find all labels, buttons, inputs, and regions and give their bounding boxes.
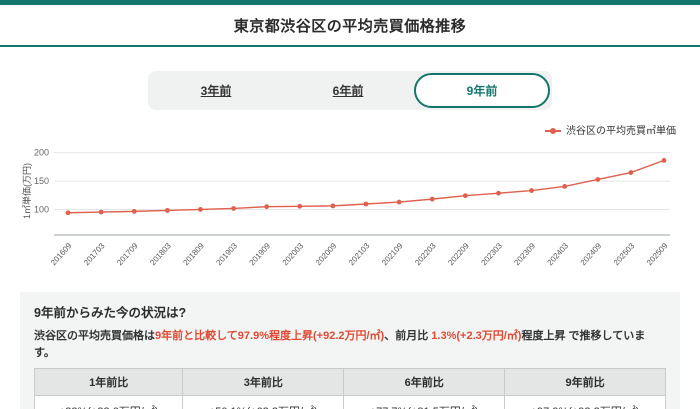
summary-segment: で推移しています。 <box>34 330 646 359</box>
tab-9-years-ago[interactable]: 9年前 <box>414 73 550 108</box>
chart-point <box>429 196 435 202</box>
summary-sentence: 渋谷区の平均売買価格は9年前と比較して97.9%程度上昇(+92.2万円/㎡)、… <box>34 328 666 361</box>
x-tick-label: 202403 <box>546 241 571 267</box>
x-tick-label: 201703 <box>82 241 107 267</box>
x-tick-label: 202409 <box>579 241 604 267</box>
table-header-1yr: 1年前比 <box>33 368 184 396</box>
period-tabs: 3年前 6年前 9年前 <box>148 71 552 110</box>
x-tick-label: 202009 <box>314 241 339 267</box>
legend-line-dot-icon <box>545 128 561 135</box>
chart-point <box>529 188 534 193</box>
chart-point <box>562 184 568 189</box>
comparison-table-body: +22%(+33.6万円/㎡) +50.1%(+62.2万円/㎡) +77.7%… <box>33 395 666 409</box>
table-cell-3yr: +50.1%(+62.2万円/㎡) <box>182 395 345 409</box>
summary-segment: 9年前と比較して <box>155 330 238 342</box>
y-tick-label: 100 <box>34 204 49 214</box>
chart-point <box>396 199 402 205</box>
chart-point <box>595 177 601 182</box>
comparison-table: 1年前比 3年前比 6年前比 9年前比 +22%(+33.6万円/㎡) +50.… <box>33 368 666 409</box>
table-header-row: 1年前比 3年前比 6年前比 9年前比 <box>33 368 666 396</box>
chart-point <box>164 208 170 213</box>
summary-segment: 渋谷区の平均売買価格は <box>34 330 155 342</box>
comparison-table-head: 1年前比 3年前比 6年前比 9年前比 <box>33 368 666 396</box>
x-tick-label: 201609 <box>49 241 74 267</box>
chart-point <box>496 190 501 196</box>
table-cell-9yr: +97.9%(+92.2万円/㎡) <box>504 395 666 409</box>
x-tick-label: 202509 <box>645 241 670 267</box>
table-value-row: +22%(+33.6万円/㎡) +50.1%(+62.2万円/㎡) +77.7%… <box>33 395 666 409</box>
x-tick-label: 201803 <box>148 241 173 267</box>
page-title: 東京都渋谷区の平均売買価格推移 <box>233 18 467 35</box>
x-tick-label: 201709 <box>115 241 140 267</box>
tab-6-years-ago[interactable]: 6年前 <box>282 73 414 108</box>
table-header-6yr: 6年前比 <box>343 368 506 396</box>
top-accent-bar <box>0 0 700 5</box>
chart-point <box>198 207 203 212</box>
table-header-3yr: 3年前比 <box>182 368 345 396</box>
x-tick-label: 201809 <box>181 241 206 267</box>
legend-label: 渋谷区の平均売買㎡単価 <box>566 126 676 137</box>
summary-segment: 程度上昇 <box>521 330 566 342</box>
x-tick-label: 202103 <box>347 241 372 267</box>
chart-point <box>363 201 369 207</box>
chart-point <box>65 210 71 216</box>
y-tick-label: 150 <box>34 176 49 186</box>
chart-point <box>98 209 104 215</box>
chart-point <box>330 203 336 209</box>
x-tick-label: 202003 <box>281 241 306 267</box>
summary-segment: (+2.3万円/㎡) <box>456 330 522 342</box>
x-tick-label: 202203 <box>413 241 438 267</box>
chart-legend: 渋谷区の平均売買㎡単価 <box>0 122 676 137</box>
period-tabs-wrap: 3年前 6年前 9年前 <box>0 71 700 110</box>
x-tick-label: 202503 <box>612 241 637 267</box>
chart-point <box>462 193 468 199</box>
header: 東京都渋谷区の平均売買価格推移 <box>0 15 700 36</box>
price-line-chart-svg: 100 150 200 201609 201703 201709 201803 201809 2… <box>21 148 670 267</box>
summary-panel: 9年前からみた今の状況は? 渋谷区の平均売買価格は9年前と比較して97.9%程度… <box>20 292 680 409</box>
y-axis-label: 1㎡単価(万円) <box>21 163 32 219</box>
x-tick-label: 202109 <box>380 241 405 267</box>
chart-point <box>297 203 303 209</box>
table-cell-1yr: +22%(+33.6万円/㎡) <box>33 395 184 409</box>
table-header-9yr: 9年前比 <box>504 368 666 396</box>
price-line-chart: 100 150 200 201609 201703 201709 201803 201809 2… <box>20 139 680 280</box>
table-cell-6yr: +77.7%(+81.5万円/㎡) <box>343 395 506 409</box>
summary-heading: 9年前からみた今の状況は? <box>34 306 187 320</box>
summary-segment: 1.3% <box>431 330 457 342</box>
x-tick-label: 202303 <box>479 241 504 267</box>
summary-segment: (+92.2万円/㎡) <box>313 330 385 342</box>
chart-point <box>264 204 270 210</box>
chart-point <box>661 157 667 163</box>
y-tick-label: 200 <box>34 148 49 158</box>
tab-3-years-ago[interactable]: 3年前 <box>150 73 282 108</box>
x-tick-label: 201903 <box>214 241 239 267</box>
chart-point <box>231 206 236 211</box>
x-tick-label: 202309 <box>512 241 537 267</box>
summary-segment: 、前月比 <box>384 330 432 342</box>
x-tick-label: 201909 <box>248 241 273 267</box>
header-divider <box>0 45 700 47</box>
summary-segment: 97.9%程度上昇 <box>237 330 313 342</box>
chart-point <box>628 170 634 175</box>
chart-point <box>131 208 137 214</box>
x-tick-label: 202209 <box>446 241 471 267</box>
